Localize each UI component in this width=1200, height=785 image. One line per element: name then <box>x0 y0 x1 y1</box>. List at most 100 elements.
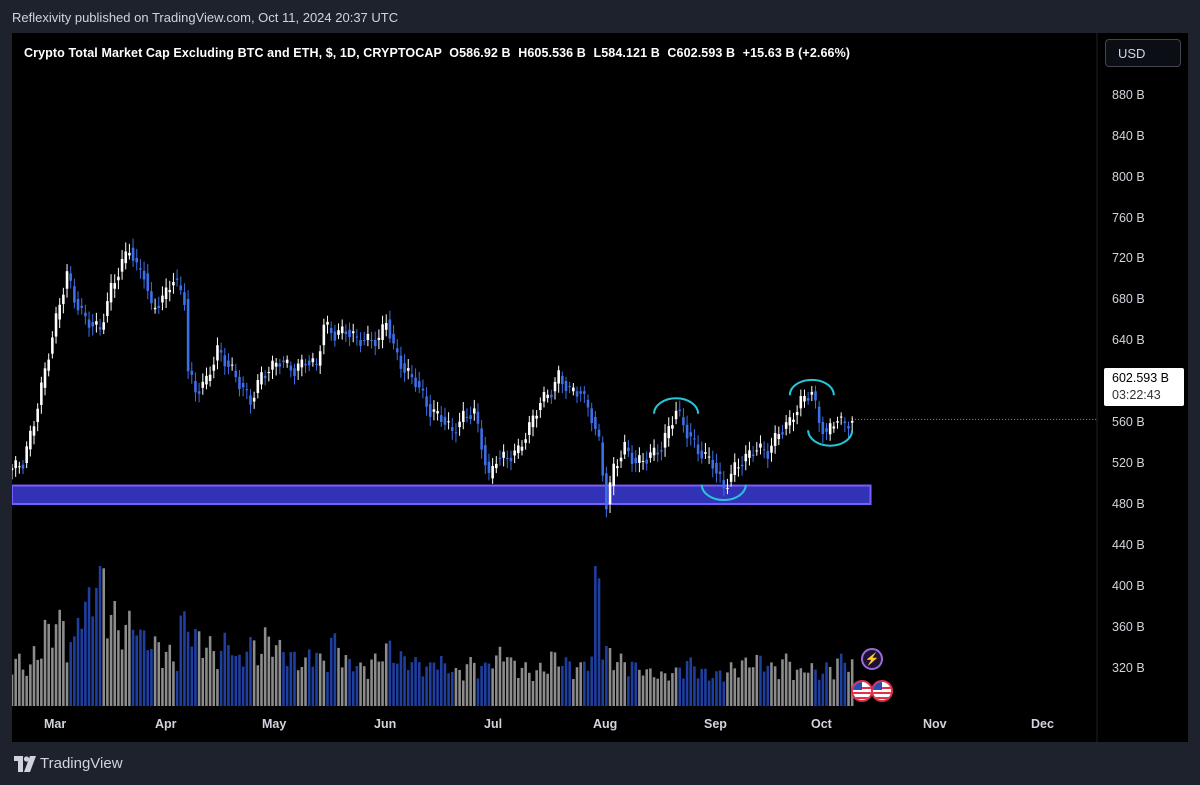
candle-body <box>509 457 513 462</box>
volume-bar <box>674 667 678 706</box>
legend-open: O586.92 B <box>449 46 511 60</box>
candle-body <box>267 372 271 374</box>
volume-bar <box>322 660 326 706</box>
published-info: Reflexivity published on TradingView.com… <box>12 10 399 25</box>
volume-bar <box>707 680 711 706</box>
volume-bar <box>186 631 190 706</box>
volume-bar <box>43 619 47 706</box>
candle-body <box>201 381 205 388</box>
candle-body <box>216 345 219 361</box>
lightning-icon[interactable]: ⚡ <box>861 648 883 670</box>
volume-bar <box>344 655 348 706</box>
price-chart[interactable] <box>12 33 1188 742</box>
volume-bar <box>326 671 329 706</box>
volume-bar <box>102 568 106 706</box>
candle-body <box>550 394 553 398</box>
volume-bar <box>73 636 76 706</box>
volume-bar <box>14 658 17 706</box>
candle-body <box>722 480 726 489</box>
candle-body <box>381 324 384 340</box>
candle-body <box>139 268 142 270</box>
legend-title: Crypto Total Market Cap Excluding BTC an… <box>24 46 442 60</box>
candle-body <box>348 329 351 338</box>
candle-body <box>579 391 582 394</box>
candle-body <box>205 375 208 385</box>
us-flag-icon[interactable] <box>851 680 873 702</box>
candle-body <box>84 312 87 317</box>
candle-body <box>590 408 593 424</box>
volume-bar <box>839 653 843 706</box>
volume-bar <box>399 651 403 706</box>
candle-body <box>700 450 704 459</box>
candle-body <box>454 432 458 434</box>
candle-body <box>80 305 83 308</box>
y-tick-label: 320 B <box>1112 661 1145 675</box>
volume-bar <box>814 669 817 706</box>
legend-close: C602.593 B <box>667 46 736 60</box>
volume-bar <box>21 669 25 706</box>
volume-bar <box>616 662 619 706</box>
volume-bar <box>32 646 36 706</box>
volume-bar <box>278 639 282 706</box>
volume-bar <box>307 649 311 706</box>
candle-body <box>73 286 76 303</box>
candle-body <box>660 450 663 452</box>
candle-body <box>355 336 359 338</box>
candle-body <box>43 368 47 388</box>
candle-body <box>245 389 249 391</box>
legend-change: +15.63 B (+2.66%) <box>742 46 851 60</box>
candle-body <box>183 292 186 306</box>
candle-body <box>318 351 322 366</box>
candle-body <box>652 447 656 456</box>
candle-body <box>693 438 696 440</box>
candle-body <box>469 415 472 420</box>
volume-bar <box>18 653 21 706</box>
candle-body <box>528 422 531 435</box>
volume-bar <box>722 681 726 706</box>
candle-body <box>759 443 762 448</box>
volume-bar <box>619 653 623 706</box>
candle-body <box>69 273 72 281</box>
volume-bar <box>693 666 696 706</box>
volume-bar <box>733 668 737 706</box>
volume-bar <box>667 680 671 706</box>
volume-bar <box>381 661 384 706</box>
candle-body <box>531 415 535 428</box>
volume-bar <box>362 666 366 706</box>
candle-body <box>128 252 131 256</box>
us-flag-icon[interactable] <box>871 680 893 702</box>
candle-body <box>102 322 106 330</box>
volume-bar <box>311 666 315 706</box>
volume-bar <box>634 662 638 706</box>
candle-body <box>157 305 161 308</box>
candle-body <box>120 259 124 272</box>
candle-body <box>410 374 414 378</box>
volume-bar <box>480 665 483 706</box>
candle-body <box>770 445 773 453</box>
volume-bar <box>432 662 436 706</box>
candle-body <box>282 360 285 363</box>
candle-body <box>146 273 150 291</box>
candle-body <box>616 466 619 469</box>
y-tick-label: 680 B <box>1112 292 1145 306</box>
candle-body <box>175 278 179 280</box>
volume-bar <box>825 662 828 706</box>
y-tick-label: 640 B <box>1112 333 1145 347</box>
candle-body <box>12 468 14 471</box>
volume-bar <box>509 657 513 706</box>
candle-body <box>803 395 806 402</box>
volume-bar <box>355 666 359 706</box>
candle-body <box>733 462 737 475</box>
volume-bar <box>230 655 234 706</box>
candle-body <box>443 416 447 425</box>
annotation-arc <box>788 378 835 396</box>
volume-bar <box>333 633 337 706</box>
volume-bar <box>403 656 406 706</box>
candle-body <box>234 370 238 378</box>
chart-pane[interactable]: Crypto Total Market Cap Excluding BTC an… <box>12 33 1188 742</box>
candle-body <box>766 451 770 459</box>
currency-button[interactable]: USD <box>1105 39 1181 67</box>
volume-bar <box>531 680 535 706</box>
volume-bar <box>425 666 428 706</box>
candle-body <box>788 417 792 426</box>
